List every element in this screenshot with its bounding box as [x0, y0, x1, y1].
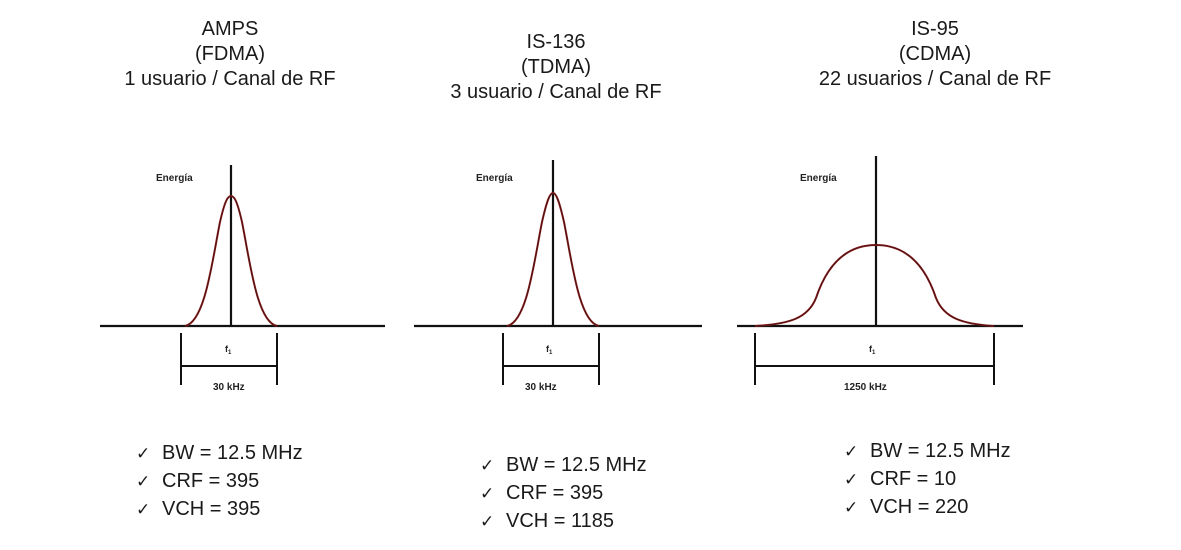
panel-amps-header: AMPS (FDMA) 1 usuario / Canal de RF	[70, 17, 390, 92]
channel-bandwidth-label: 30 kHz	[213, 382, 245, 393]
check-icon: ✓	[480, 456, 495, 476]
check-icon: ✓	[844, 442, 859, 462]
stat-bw: ✓ BW = 12.5 MHz	[480, 452, 647, 480]
stat-crf: ✓ CRF = 395	[480, 480, 647, 508]
stat-bw: ✓ BW = 12.5 MHz	[844, 438, 1011, 466]
energy-curve-shadow	[184, 195, 278, 327]
panel-title: AMPS	[201, 18, 259, 40]
check-icon: ✓	[136, 444, 151, 464]
check-icon: ✓	[480, 512, 495, 532]
check-icon: ✓	[844, 498, 859, 518]
panel-amps-spectrum: Energía f1 30 kHz	[100, 165, 385, 393]
panel-is95-spectrum: Energía f1 1250 kHz	[737, 156, 1023, 393]
stat-vch: ✓ VCH = 220	[844, 494, 1011, 522]
panel-title: IS-136	[526, 31, 586, 53]
center-frequency-label: f1	[225, 344, 232, 356]
check-icon: ✓	[136, 472, 151, 492]
access-method: (FDMA)	[195, 43, 265, 65]
panel-is95-header: IS-95 (CDMA) 22 usuarios / Canal de RF	[775, 17, 1095, 92]
center-frequency-label: f1	[546, 344, 553, 356]
energy-curve-shadow	[506, 192, 600, 327]
users-per-channel: 3 usuario / Canal de RF	[450, 81, 662, 103]
panel-is136-stats: ✓ BW = 12.5 MHz ✓ CRF = 395 ✓ VCH = 1185	[480, 452, 647, 536]
panel-amps-stats: ✓ BW = 12.5 MHz ✓ CRF = 395 ✓ VCH = 395	[136, 440, 303, 524]
energy-label: Energía	[800, 173, 837, 184]
stat-vch: ✓ VCH = 395	[136, 496, 303, 524]
channel-bandwidth-label: 1250 kHz	[844, 382, 887, 393]
access-method: (CDMA)	[898, 43, 972, 65]
panel-title: IS-95	[911, 18, 959, 40]
center-frequency-label: f1	[869, 344, 876, 356]
panel-is95-stats: ✓ BW = 12.5 MHz ✓ CRF = 10 ✓ VCH = 220	[844, 438, 1011, 522]
channel-bandwidth-label: 30 kHz	[525, 382, 557, 393]
panel-is136-spectrum: Energía f1 30 kHz	[414, 160, 702, 393]
energy-label: Energía	[476, 173, 513, 184]
panel-is136-header: IS-136 (TDMA) 3 usuario / Canal de RF	[396, 30, 716, 105]
stat-bw: ✓ BW = 12.5 MHz	[136, 440, 303, 468]
energy-curve	[754, 243, 995, 327]
access-method: (TDMA)	[521, 56, 591, 78]
stat-crf: ✓ CRF = 10	[844, 466, 1011, 494]
check-icon: ✓	[480, 484, 495, 504]
energy-label: Energía	[156, 173, 193, 184]
check-icon: ✓	[844, 470, 859, 490]
users-per-channel: 22 usuarios / Canal de RF	[818, 68, 1052, 90]
energy-curve-shadow	[754, 244, 995, 327]
stat-vch: ✓ VCH = 1185	[480, 508, 647, 536]
check-icon: ✓	[136, 500, 151, 520]
stat-crf: ✓ CRF = 395	[136, 468, 303, 496]
users-per-channel: 1 usuario / Canal de RF	[124, 68, 336, 90]
